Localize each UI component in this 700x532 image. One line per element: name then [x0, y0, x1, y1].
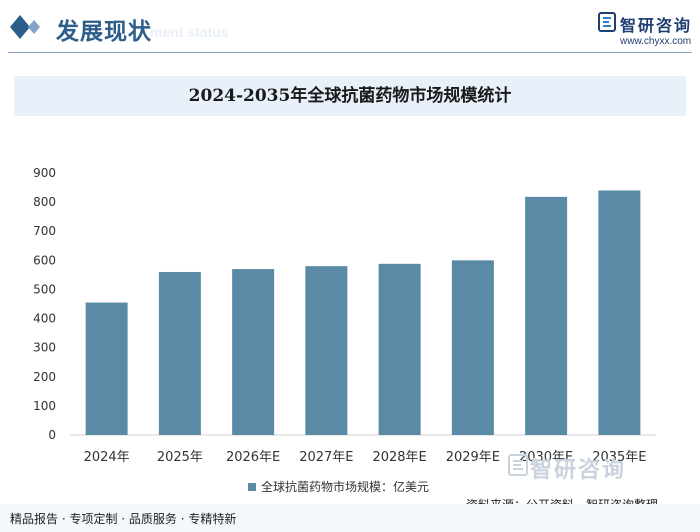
bar	[525, 196, 568, 435]
logo-name: 智研咨询	[620, 16, 693, 35]
chart-title: 2024-2035年全球抗菌药物市场规模统计	[188, 86, 512, 106]
legend-label: 全球抗菌药物市场规模：亿美元	[261, 480, 430, 494]
x-tick-label: 2035年E	[592, 450, 646, 465]
x-tick-label: 2027年E	[299, 450, 353, 465]
y-tick-label: 200	[33, 370, 56, 384]
x-tick-label: 2026年E	[226, 450, 280, 465]
x-tick-label: 2028年E	[372, 450, 426, 465]
diamond-icon	[10, 15, 40, 39]
legend: 全球抗菌药物市场规模：亿美元	[248, 478, 429, 495]
y-tick-label: 900	[33, 166, 56, 180]
bar	[305, 266, 348, 435]
logo-url: www.chyxx.com	[620, 36, 692, 47]
y-tick-label: 800	[33, 195, 56, 209]
x-tick-label: 2030年E	[519, 450, 573, 465]
y-tick-label: 700	[33, 224, 56, 238]
x-tick-label: 2029年E	[446, 450, 500, 465]
section-title: 发展现状	[56, 18, 152, 45]
bar	[232, 269, 275, 435]
header: ment status 发展现状 智研咨询 www.chyxx.com	[0, 0, 700, 62]
chyxx-logo-icon	[598, 12, 616, 32]
bar	[85, 302, 128, 435]
y-tick-label: 0	[48, 428, 56, 442]
footer-bar	[0, 504, 700, 532]
y-tick-label: 300	[33, 341, 56, 355]
y-tick-label: 500	[33, 282, 56, 296]
bar	[451, 260, 494, 435]
y-tick-label: 400	[33, 312, 56, 326]
y-tick-label: 600	[33, 253, 56, 267]
watermark-name: 智研咨询	[530, 458, 627, 483]
bar	[158, 271, 201, 435]
section-subtitle: ment status	[150, 24, 229, 40]
y-tick-label: 100	[33, 399, 56, 413]
watermark-logo-icon	[508, 454, 528, 476]
bar	[598, 190, 641, 435]
header-divider	[8, 52, 692, 53]
title-banner	[14, 76, 686, 116]
bar	[378, 263, 421, 435]
x-tick-label: 2025年	[157, 450, 203, 465]
x-tick-label: 2024年	[84, 450, 130, 465]
footer-text: 精品报告 · 专项定制 · 品质服务 · 专精特新	[10, 512, 237, 526]
legend-swatch	[248, 482, 256, 491]
